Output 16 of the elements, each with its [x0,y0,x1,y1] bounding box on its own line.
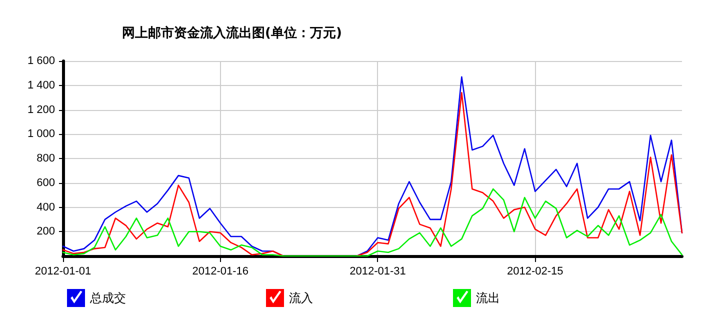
y-tick-label: 1 000 [27,128,55,140]
y-tick-label: 1 200 [27,104,55,116]
x-tick-label: 2012-01-16 [192,266,249,278]
y-tick-label: 600 [36,176,55,189]
x-tick-label: 2012-01-31 [350,266,406,278]
legend-label: 流入 [289,291,313,305]
x-tick-label: 2012-02-15 [506,266,564,278]
y-tick-label: 800 [36,152,55,164]
legend-label: 流出 [476,291,500,305]
x-tick-label: 2012-01-01 [34,266,92,278]
y-tick-label: 400 [36,201,55,214]
chart-title: 网上邮市资金流入流出图(单位：万元) [122,25,342,41]
y-tick-label: 1 600 [27,55,55,67]
legend-label: 总成交 [89,291,126,305]
y-tick-label: 200 [36,226,55,238]
y-tick-label: 1 400 [27,79,55,92]
